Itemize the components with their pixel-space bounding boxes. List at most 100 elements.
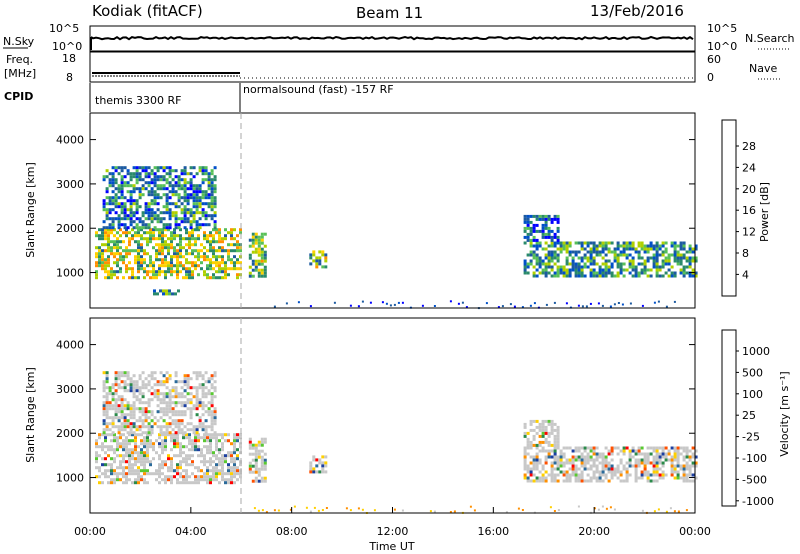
echo-cell xyxy=(131,276,134,280)
echo-cell xyxy=(188,457,191,461)
echo-cell xyxy=(613,253,617,257)
echo-cell xyxy=(104,469,107,473)
echo-cell xyxy=(661,265,665,269)
echo-cell xyxy=(580,470,584,474)
echo-cell xyxy=(628,265,632,269)
echo-cell xyxy=(616,274,620,278)
echo-cell xyxy=(146,469,149,473)
echo-cell xyxy=(170,264,173,268)
echo-cell xyxy=(198,211,202,215)
echo-cell xyxy=(137,445,140,449)
echo-cell xyxy=(640,446,644,450)
echo-cell xyxy=(185,243,188,247)
echo-cell xyxy=(140,246,143,250)
echo-cell xyxy=(195,211,199,215)
echo-cell xyxy=(119,252,122,256)
echo-cell xyxy=(174,431,178,435)
echo-cell xyxy=(541,217,545,221)
echo-cell xyxy=(649,479,653,483)
echo-cell xyxy=(128,237,131,241)
echo-cell xyxy=(134,448,137,452)
echo-cell xyxy=(116,454,119,458)
echo-cell xyxy=(643,473,647,477)
echo-cell xyxy=(156,389,160,393)
echo-cell xyxy=(207,202,211,206)
echo-cell xyxy=(215,240,218,244)
echo-cell xyxy=(197,255,200,259)
echo-cell xyxy=(210,416,214,420)
echo-cell xyxy=(198,190,202,194)
echo-cell xyxy=(170,478,173,482)
echo-cell xyxy=(532,467,536,471)
echo-cell xyxy=(108,401,112,405)
echo-cell xyxy=(132,374,136,378)
echo-cell xyxy=(200,448,203,452)
echo-cell xyxy=(114,389,118,393)
echo-cell xyxy=(156,425,160,429)
echo-cell xyxy=(263,265,267,269)
echo-cell xyxy=(667,256,671,260)
echo-cell xyxy=(200,469,203,473)
echo-cell xyxy=(221,270,224,274)
echo-cell xyxy=(562,244,566,248)
echo-cell xyxy=(129,380,133,384)
echo-cell xyxy=(257,244,261,248)
echo-cell xyxy=(206,237,209,241)
echo-cell xyxy=(254,455,258,459)
echo-cell xyxy=(643,467,647,471)
echo-cell xyxy=(544,449,548,453)
echo-cell xyxy=(532,235,536,239)
echo-cell xyxy=(159,178,163,182)
echo-cell xyxy=(652,458,656,462)
echo-cell xyxy=(161,433,164,437)
echo-cell xyxy=(535,256,539,260)
echo-cell xyxy=(146,445,149,449)
echo-cell xyxy=(212,276,215,280)
echo-cell xyxy=(156,196,160,200)
echo-cell xyxy=(162,166,166,170)
echo-cell xyxy=(652,247,656,251)
echo-cell xyxy=(102,404,106,408)
echo-cell xyxy=(95,454,98,458)
echo-cell xyxy=(195,386,199,390)
echo-cell xyxy=(117,226,121,230)
echo-cell xyxy=(526,446,530,450)
echo-cell xyxy=(128,472,131,476)
echo-cell xyxy=(98,237,101,241)
echo-cell xyxy=(254,470,258,474)
echo-cell xyxy=(104,276,107,280)
echo-cell xyxy=(129,208,133,212)
echo-cell xyxy=(592,446,596,450)
echo-cell xyxy=(209,258,212,262)
echo-cell xyxy=(134,463,137,467)
echo-cell xyxy=(165,401,169,405)
echo-cell xyxy=(210,374,214,378)
echo-cell xyxy=(634,458,638,462)
echo-cell xyxy=(230,481,233,485)
echo-cell xyxy=(147,175,151,179)
echo-cell xyxy=(227,481,230,485)
echo-cell xyxy=(161,234,164,238)
echo-cell xyxy=(116,237,119,241)
echo-cell xyxy=(592,259,596,263)
echo-cell xyxy=(186,407,190,411)
echo-cell xyxy=(170,463,173,467)
echo-cell xyxy=(125,478,128,482)
echo-cell xyxy=(553,449,557,453)
echo-cell xyxy=(129,389,133,393)
echo-cell xyxy=(550,250,554,254)
echo-cell xyxy=(601,458,605,462)
echo-cell xyxy=(173,231,176,235)
echo-cell xyxy=(132,190,136,194)
echo-cell xyxy=(143,460,146,464)
echo-cell xyxy=(553,443,557,447)
echo-cell xyxy=(625,473,629,477)
echo-cell xyxy=(532,437,536,441)
echo-cell xyxy=(159,407,163,411)
echo-cell xyxy=(637,449,641,453)
echo-cell xyxy=(207,223,211,227)
echo-cell xyxy=(192,371,196,375)
echo-cell xyxy=(185,261,188,265)
echo-cell xyxy=(204,419,208,423)
